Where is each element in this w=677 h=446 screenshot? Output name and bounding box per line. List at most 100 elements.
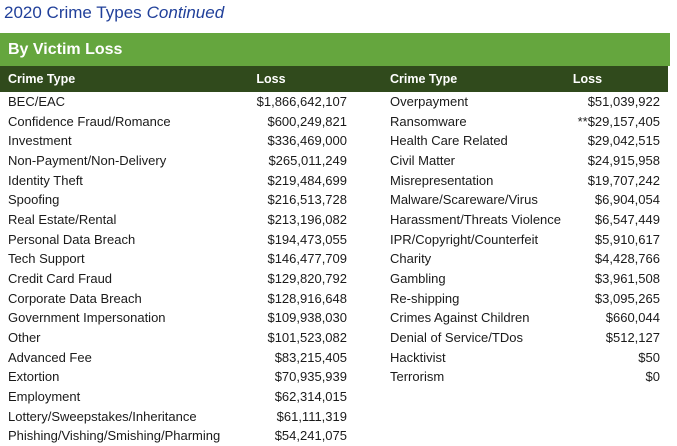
crime-type-cell: Civil Matter	[390, 152, 456, 168]
table-row: Investment $336,469,000 Health Care Rela…	[0, 131, 677, 151]
loss-value-cell: $194,473,055	[267, 231, 347, 247]
crime-type-cell: Identity Theft	[8, 172, 83, 188]
column-gap	[347, 367, 390, 387]
crime-type-cell: Employment	[8, 388, 81, 404]
loss-value-cell: $6,547,449	[594, 211, 660, 227]
column-gap	[347, 92, 390, 112]
section-banner: By Victim Loss	[0, 33, 670, 66]
crime-type-cell: Crimes Against Children	[390, 310, 530, 326]
loss-value-cell: **$29,157,405	[577, 113, 660, 129]
crime-type-cell: Malware/Scareware/Virus	[390, 192, 538, 208]
table-row: BEC/EAC $1,866,642,107 Overpayment $51,0…	[0, 92, 677, 112]
column-gap	[347, 112, 390, 132]
column-gap	[347, 210, 390, 230]
loss-value-cell: $51,039,922	[587, 94, 660, 109]
section-banner-label: By Victim Loss	[8, 41, 123, 58]
loss-value-cell: $1,866,642,107	[256, 94, 347, 109]
table-body: BEC/EAC $1,866,642,107 Overpayment $51,0…	[0, 92, 677, 446]
crime-type-cell: Spoofing	[8, 192, 60, 208]
loss-value-cell: $5,910,617	[594, 231, 660, 247]
crime-type-cell: Confidence Fraud/Romance	[8, 113, 171, 129]
page-title: 2020 Crime Types Continued	[0, 2, 677, 24]
loss-value-cell: $128,916,648	[267, 290, 347, 306]
table-row: Government Impersonation $109,938,030 Cr…	[0, 308, 677, 328]
table-header-row: Crime Type Loss Crime Type Loss	[0, 66, 668, 92]
crime-type-cell: Credit Card Fraud	[8, 270, 113, 286]
loss-value-cell	[565, 426, 660, 446]
crime-type-cell: Lottery/Sweepstakes/Inheritance	[8, 408, 197, 424]
loss-value-cell: $62,314,015	[274, 388, 347, 404]
crime-type-cell: Health Care Related	[390, 133, 508, 149]
loss-value-cell: $109,938,030	[267, 310, 347, 326]
loss-value-cell	[565, 387, 660, 407]
column-gap	[347, 190, 390, 210]
crime-type-cell: Other	[8, 329, 41, 345]
crime-type-cell	[390, 387, 565, 407]
table-row: Identity Theft $219,484,699 Misrepresent…	[0, 171, 677, 191]
column-gap	[347, 230, 390, 250]
crime-type-cell: Corporate Data Breach	[8, 290, 142, 306]
table-row: Credit Card Fraud $129,820,792 Gambling …	[0, 269, 677, 289]
crime-type-cell: Denial of Service/TDos	[390, 329, 523, 345]
crime-type-cell: Charity	[390, 251, 432, 267]
loss-value-cell: $4,428,766	[594, 251, 660, 267]
column-gap	[347, 151, 390, 171]
loss-value-cell: $50	[638, 349, 660, 365]
column-gap	[347, 387, 390, 407]
crime-type-cell: Hacktivist	[390, 349, 446, 365]
loss-value-cell: $3,961,508	[594, 270, 660, 286]
loss-value-cell	[565, 407, 660, 427]
loss-value-cell: $24,915,958	[587, 152, 660, 168]
column-gap	[347, 249, 390, 269]
table-row: Spoofing $216,513,728 Malware/Scareware/…	[0, 190, 677, 210]
table-row: Corporate Data Breach $128,916,648 Re-sh…	[0, 289, 677, 309]
loss-value-cell: $83,215,405	[274, 349, 347, 365]
col-header-loss-left: Loss	[256, 72, 286, 86]
loss-value-cell: $6,904,054	[594, 192, 660, 208]
loss-value-cell: $146,477,709	[267, 251, 347, 267]
crime-type-cell: Phishing/Vishing/Smishing/Pharming	[8, 428, 221, 444]
table-row: Phishing/Vishing/Smishing/Pharming $54,2…	[0, 426, 677, 446]
crime-type-cell: Terrorism	[390, 369, 445, 385]
table-row: Non-Payment/Non-Delivery $265,011,249 Ci…	[0, 151, 677, 171]
column-gap	[347, 269, 390, 289]
column-gap	[347, 289, 390, 309]
col-header-crime-type-right: Crime Type	[390, 72, 458, 86]
crime-type-cell: Misrepresentation	[390, 172, 494, 188]
crime-type-cell: Gambling	[390, 270, 446, 286]
table-row: Confidence Fraud/Romance $600,249,821 Ra…	[0, 112, 677, 132]
loss-value-cell: $29,042,515	[587, 133, 660, 149]
loss-value-cell: $129,820,792	[267, 270, 347, 286]
loss-value-cell: $660,044	[605, 310, 660, 326]
crime-type-cell: Investment	[8, 133, 72, 149]
loss-value-cell: $19,707,242	[587, 172, 660, 188]
column-gap	[347, 348, 390, 368]
column-gap	[347, 66, 390, 92]
crime-type-cell	[390, 407, 565, 427]
crime-type-cell: Personal Data Breach	[8, 231, 136, 247]
table-row: Tech Support $146,477,709 Charity $4,428…	[0, 249, 677, 269]
crime-type-cell: Extortion	[8, 369, 60, 385]
crime-type-cell: Tech Support	[8, 251, 85, 267]
page-title-text: 2020 Crime Types	[4, 3, 142, 22]
column-gap	[347, 328, 390, 348]
crime-type-cell	[390, 426, 565, 446]
crime-type-cell: IPR/Copyright/Counterfeit	[390, 231, 539, 247]
loss-value-cell: $101,523,082	[267, 329, 347, 345]
table-row: Personal Data Breach $194,473,055 IPR/Co…	[0, 230, 677, 250]
page-title-continued-label: Continued	[146, 3, 225, 22]
loss-value-cell: $265,011,249	[268, 152, 347, 168]
col-header-crime-type-left: Crime Type	[8, 72, 76, 86]
crime-type-cell: BEC/EAC	[8, 94, 66, 109]
crime-type-cell: Advanced Fee	[8, 349, 92, 365]
loss-value-cell: $61,111,319	[276, 408, 347, 424]
loss-value-cell: $213,196,082	[267, 211, 347, 227]
crime-type-cell: Real Estate/Rental	[8, 211, 117, 227]
loss-value-cell: $219,484,699	[267, 172, 347, 188]
column-gap	[347, 171, 390, 191]
table-row: Other $101,523,082 Denial of Service/TDo…	[0, 328, 677, 348]
loss-value-cell: $0	[645, 369, 660, 385]
crime-type-cell: Ransomware	[390, 113, 467, 129]
loss-value-cell: $216,513,728	[267, 192, 347, 208]
